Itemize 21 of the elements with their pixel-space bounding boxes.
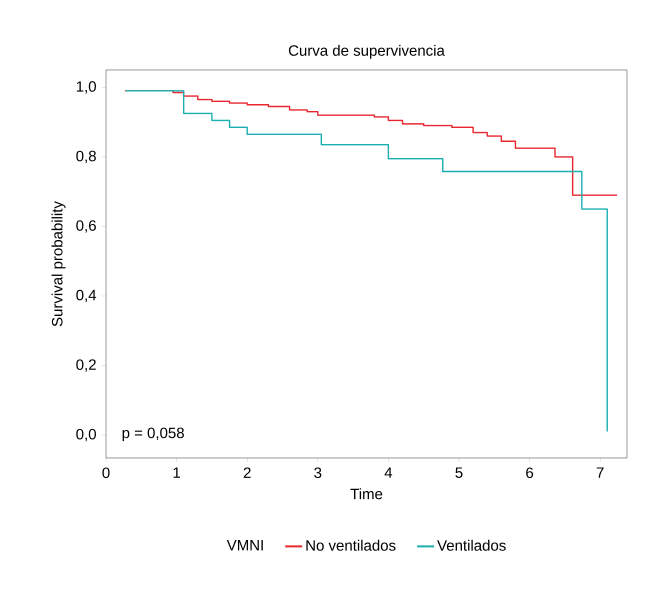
annotation: p = 0,058 xyxy=(122,428,184,442)
legend-label: Ventilados xyxy=(437,540,506,551)
y-axis-title: Survival probability xyxy=(52,201,66,326)
x-tick-label: 4 xyxy=(384,467,392,478)
x-tick-label: 1 xyxy=(174,467,180,478)
x-tick-label: 2 xyxy=(244,467,251,478)
x-tick-label: 0 xyxy=(102,467,110,478)
x-tick-label: 3 xyxy=(314,467,322,478)
x-tick-label: 5 xyxy=(455,467,463,478)
y-tick-label: 0,2 xyxy=(76,359,96,372)
legend-label: No ventilados xyxy=(306,540,396,551)
chart-title: Curva de supervivencia xyxy=(288,44,445,59)
y-tick-label: 0,8 xyxy=(76,150,96,164)
x-axis-title: Time xyxy=(350,488,382,500)
y-tick-label: 0,0 xyxy=(76,428,96,442)
x-tick-label: 6 xyxy=(526,467,534,478)
y-tick-label: 1,0 xyxy=(76,81,96,94)
x-tick-label: 7 xyxy=(596,467,604,478)
y-tick-label: 0,6 xyxy=(76,220,96,233)
y-tick-label: 0,4 xyxy=(76,290,96,302)
legend-title: VMNI xyxy=(226,540,263,550)
